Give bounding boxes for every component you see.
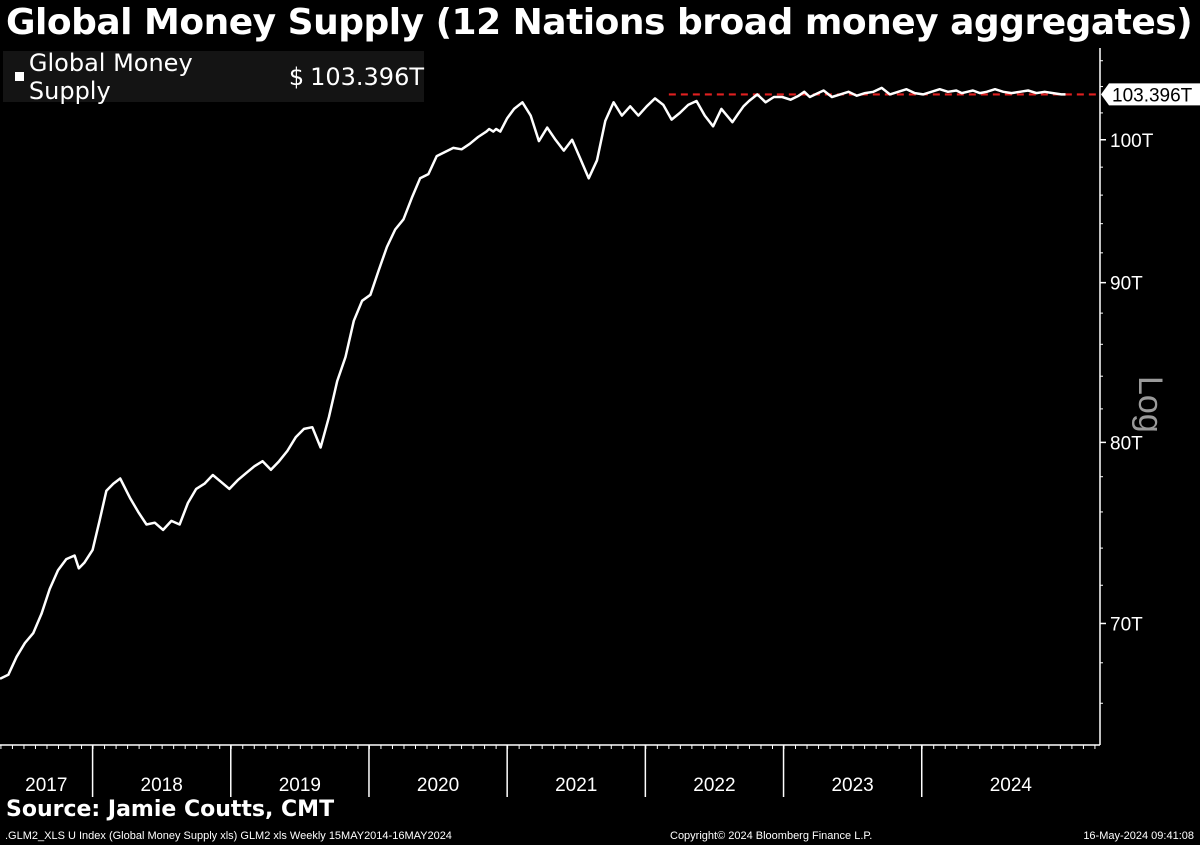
footer-ticker: .GLM2_XLS U Index (Global Money Supply x…: [5, 830, 452, 842]
x-tick-label: 2020: [417, 775, 459, 796]
legend: Global Money Supply $ 103.396T: [3, 48, 424, 105]
x-tick-label: 2024: [990, 775, 1033, 796]
legend-currency: $: [288, 62, 305, 91]
legend-swatch: [15, 72, 24, 81]
series-group: [0, 86, 1066, 680]
y-tick-label: 70T: [1110, 614, 1143, 635]
series-line-global-money-supply: [0, 86, 1066, 680]
x-tick-label: 2019: [279, 775, 321, 796]
x-tick-label: 2022: [693, 775, 735, 796]
y-tick-label: 80T: [1110, 433, 1143, 454]
legend-series-name: Global Money Supply: [28, 48, 193, 105]
footer-timestamp: 16-May-2024 09:41:08: [1083, 830, 1194, 842]
x-tick-label: 2021: [555, 775, 597, 796]
last-value-label: 103.396T: [1112, 85, 1193, 106]
log-scale-label: Log: [1131, 376, 1169, 433]
footer-copyright: Copyright© 2024 Bloomberg Finance L.P.: [670, 830, 873, 842]
last-value-group: 103.396T: [1101, 83, 1200, 106]
legend-value: 103.396T: [310, 62, 424, 91]
x-tick-label: 2017: [25, 775, 67, 796]
last-value-label-box: [1101, 83, 1200, 106]
source-note: Source: Jamie Coutts, CMT: [6, 797, 335, 822]
x-tick-label: 2018: [141, 775, 183, 796]
chart-title: Global Money Supply (12 Nations broad mo…: [6, 2, 1193, 43]
x-tick-label: 2023: [831, 775, 873, 796]
y-tick-label: 100T: [1110, 131, 1154, 152]
axes: 70T 80T 90T 100T 2017 2018 2019 2020 2021 2022 202…: [0, 48, 1154, 797]
y-tick-label: 90T: [1110, 274, 1143, 295]
footer: .GLM2_XLS U Index (Global Money Supply x…: [0, 828, 1200, 845]
